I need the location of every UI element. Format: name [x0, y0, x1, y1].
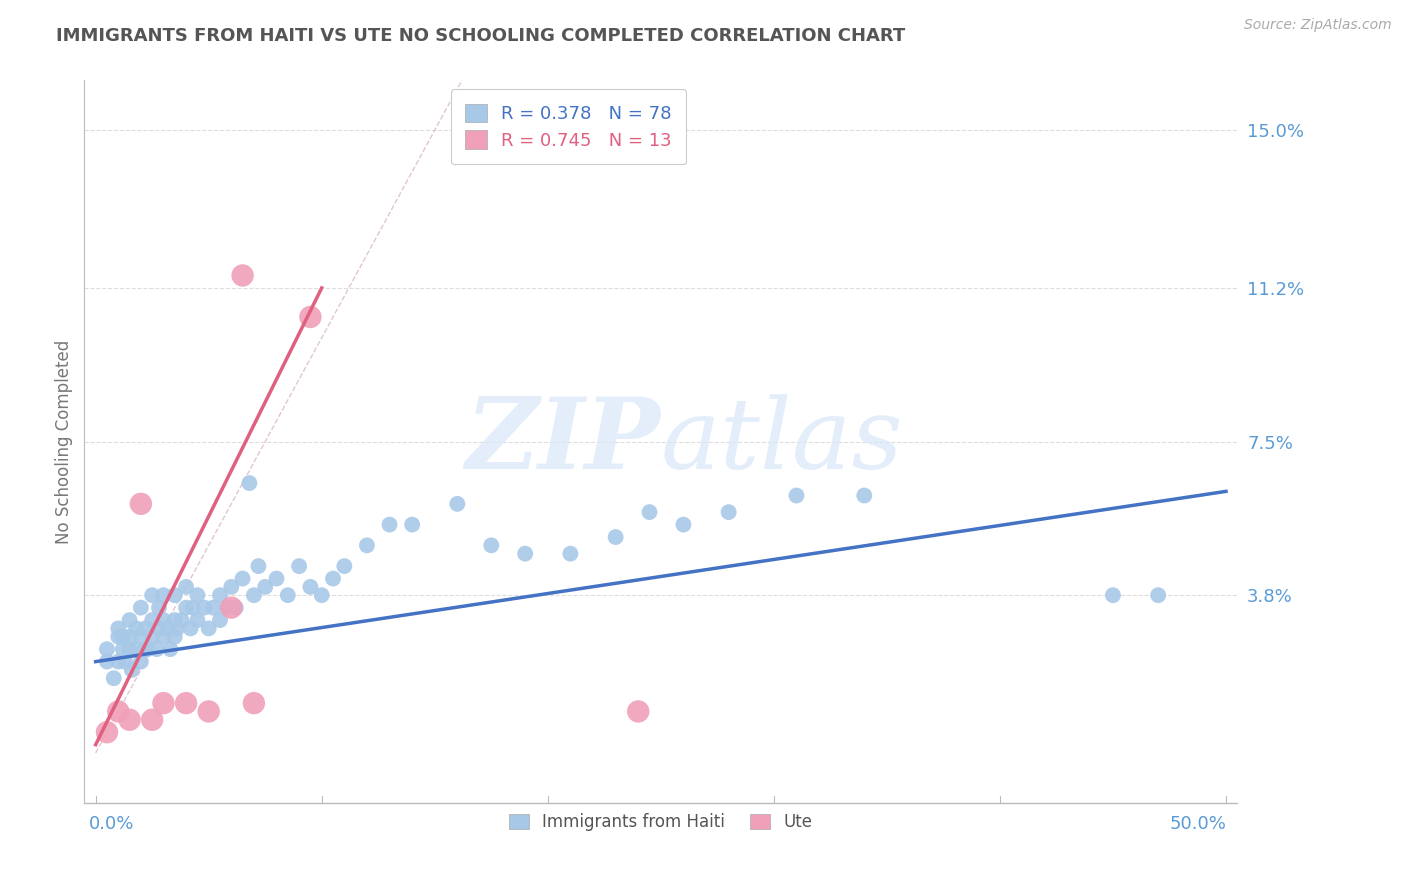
Point	[515, 547, 537, 561]
Point	[148, 621, 170, 635]
Point	[232, 268, 254, 283]
Point	[288, 559, 311, 574]
Point	[446, 497, 468, 511]
Point	[152, 696, 174, 710]
Point	[96, 642, 118, 657]
Point	[141, 630, 163, 644]
Point	[479, 538, 502, 552]
Point	[243, 588, 266, 602]
Point	[129, 655, 152, 669]
Point	[129, 497, 152, 511]
Point	[145, 642, 167, 657]
Point	[96, 655, 118, 669]
Point	[322, 572, 344, 586]
Point	[333, 559, 356, 574]
Point	[356, 538, 378, 552]
Point	[152, 588, 174, 602]
Point	[638, 505, 661, 519]
Point	[166, 621, 188, 635]
Point	[311, 588, 333, 602]
Point	[118, 713, 141, 727]
Point	[163, 630, 186, 644]
Point	[114, 655, 136, 669]
Point	[197, 621, 219, 635]
Point	[111, 642, 134, 657]
Text: atlas: atlas	[661, 394, 904, 489]
Point	[121, 663, 143, 677]
Point	[141, 613, 163, 627]
Point	[215, 600, 238, 615]
Point	[672, 517, 695, 532]
Point	[627, 705, 650, 719]
Point	[186, 588, 208, 602]
Point	[141, 588, 163, 602]
Point	[136, 642, 159, 657]
Point	[1147, 588, 1170, 602]
Text: IMMIGRANTS FROM HAITI VS UTE NO SCHOOLING COMPLETED CORRELATION CHART: IMMIGRANTS FROM HAITI VS UTE NO SCHOOLIN…	[56, 27, 905, 45]
Point	[148, 600, 170, 615]
Point	[181, 600, 204, 615]
Point	[125, 642, 148, 657]
Point	[221, 600, 243, 615]
Point	[197, 705, 219, 719]
Point	[107, 621, 129, 635]
Point	[129, 600, 152, 615]
Point	[174, 696, 197, 710]
Point	[247, 559, 270, 574]
Point	[174, 600, 197, 615]
Point	[141, 713, 163, 727]
Point	[202, 600, 225, 615]
Point	[266, 572, 288, 586]
Text: 50.0%: 50.0%	[1170, 815, 1226, 833]
Point	[174, 580, 197, 594]
Point	[401, 517, 423, 532]
Point	[118, 613, 141, 627]
Point	[221, 580, 243, 594]
Text: 0.0%: 0.0%	[89, 815, 134, 833]
Point	[243, 696, 266, 710]
Point	[225, 600, 247, 615]
Point	[107, 705, 129, 719]
Point	[159, 642, 181, 657]
Point	[299, 310, 322, 324]
Point	[208, 588, 231, 602]
Text: ZIP: ZIP	[465, 393, 661, 490]
Point	[1102, 588, 1125, 602]
Point	[125, 621, 148, 635]
Point	[605, 530, 627, 544]
Point	[111, 630, 134, 644]
Y-axis label: No Schooling Completed: No Schooling Completed	[55, 340, 73, 543]
Legend: Immigrants from Haiti, Ute: Immigrants from Haiti, Ute	[502, 806, 820, 838]
Point	[193, 600, 215, 615]
Point	[560, 547, 582, 561]
Point	[152, 630, 174, 644]
Point	[107, 655, 129, 669]
Point	[163, 613, 186, 627]
Point	[180, 621, 202, 635]
Point	[170, 613, 193, 627]
Point	[163, 588, 186, 602]
Point	[254, 580, 277, 594]
Point	[156, 621, 179, 635]
Point	[785, 489, 807, 503]
Point	[208, 613, 231, 627]
Point	[717, 505, 740, 519]
Point	[118, 630, 141, 644]
Point	[103, 671, 125, 685]
Point	[152, 613, 174, 627]
Point	[299, 580, 322, 594]
Point	[232, 572, 254, 586]
Point	[118, 642, 141, 657]
Point	[853, 489, 876, 503]
Point	[129, 630, 152, 644]
Point	[277, 588, 299, 602]
Point	[134, 642, 156, 657]
Text: Source: ZipAtlas.com: Source: ZipAtlas.com	[1244, 18, 1392, 32]
Point	[96, 725, 118, 739]
Point	[186, 613, 208, 627]
Point	[134, 621, 156, 635]
Point	[107, 630, 129, 644]
Point	[238, 476, 260, 491]
Point	[378, 517, 401, 532]
